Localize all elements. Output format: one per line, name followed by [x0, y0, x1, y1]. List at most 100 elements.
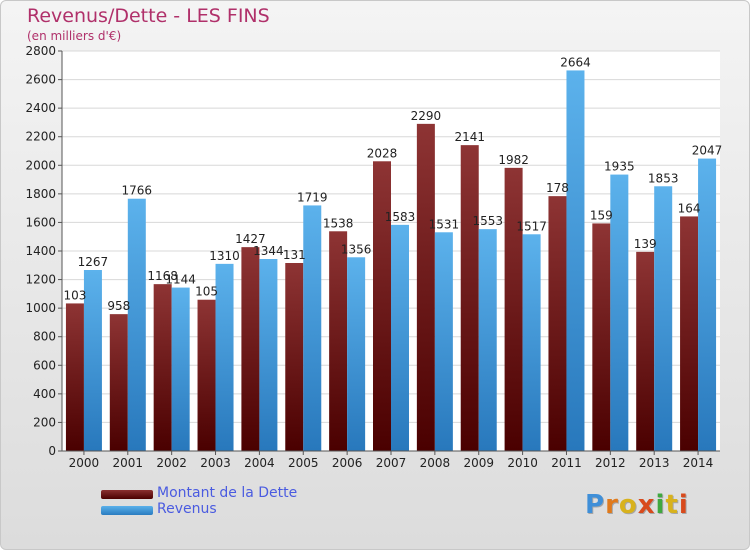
x-tick-label: 2004 — [244, 456, 275, 470]
data-label-revenus: 1553 — [472, 214, 503, 228]
bar-dette — [241, 247, 260, 451]
logo-letter: i — [678, 490, 689, 520]
y-tick-label: 600 — [33, 358, 56, 372]
y-tick-label: 2200 — [25, 130, 56, 144]
y-tick-label: 1800 — [25, 187, 56, 201]
x-tick-label: 2001 — [113, 456, 144, 470]
bar-revenus — [522, 234, 541, 451]
x-tick-label: 2012 — [595, 456, 626, 470]
data-label-dette: 1168 — [147, 269, 178, 283]
logo-letter: P — [585, 490, 606, 520]
bar-dette — [197, 299, 216, 451]
bar-dette — [329, 231, 348, 451]
y-tick-label: 1400 — [25, 244, 56, 258]
bar-revenus — [434, 232, 453, 451]
y-tick-label: 1200 — [25, 273, 56, 287]
data-label-revenus: 1356 — [341, 242, 372, 256]
bar-dette — [153, 284, 172, 451]
data-label-revenus: 1935 — [604, 160, 635, 174]
logo-letter: r — [605, 490, 619, 520]
axis-layer: 0 200 400 600 800 1000 1200 1400 1600 1800 2000 220… — [25, 44, 720, 470]
data-label-dette: 164 — [678, 201, 701, 215]
x-tick-label: 2000 — [69, 456, 100, 470]
y-tick-label: 800 — [33, 330, 56, 344]
x-tick-label: 2008 — [420, 456, 451, 470]
bar-dette — [416, 123, 435, 451]
y-tick-label: 2800 — [25, 44, 56, 58]
data-label-revenus: 1310 — [209, 249, 240, 263]
x-tick-label: 2010 — [507, 456, 538, 470]
data-label-revenus: 1853 — [648, 171, 679, 185]
data-label-revenus: 1583 — [385, 210, 416, 224]
data-label-dette: 103 — [63, 288, 86, 302]
x-tick-label: 2011 — [551, 456, 582, 470]
data-label-dette: 2141 — [454, 130, 485, 144]
bar-revenus — [391, 224, 409, 451]
y-tick-label: 2000 — [25, 158, 56, 172]
data-label-revenus: 1719 — [297, 190, 328, 204]
bar-revenus — [566, 70, 585, 451]
bar-revenus — [303, 205, 322, 451]
bar-revenus — [654, 186, 673, 452]
data-label-revenus: 1766 — [122, 184, 153, 198]
data-label-revenus: 1517 — [516, 219, 547, 233]
legend-swatch-dette — [101, 490, 153, 499]
legend-swatch-revenus — [101, 506, 153, 515]
data-label-dette: 958 — [107, 299, 130, 313]
bar-dette — [460, 145, 479, 451]
bar-revenus — [698, 158, 717, 452]
x-tick-label: 2003 — [200, 456, 231, 470]
x-tick-label: 2006 — [332, 456, 363, 470]
logo-letter: x — [637, 490, 656, 520]
data-label-dette: 178 — [546, 181, 569, 195]
y-tick-label: 1000 — [25, 301, 56, 315]
bar-revenus — [610, 174, 629, 452]
y-tick-label: 0 — [48, 444, 56, 458]
logo-letter: t — [665, 490, 679, 520]
bar-dette — [592, 223, 611, 451]
bar-dette — [65, 303, 84, 451]
x-tick-label: 2002 — [156, 456, 187, 470]
bar-dette — [373, 161, 391, 452]
bar-revenus — [127, 198, 146, 451]
data-label-dette: 131 — [283, 248, 306, 262]
data-label-revenus: 2047 — [692, 144, 723, 158]
proxiti-logo: Proxiti — [585, 490, 689, 520]
y-tick-label: 1600 — [25, 215, 56, 229]
data-label-revenus: 1531 — [429, 217, 460, 231]
data-label-dette: 139 — [634, 237, 657, 251]
data-label-dette: 159 — [590, 208, 613, 222]
x-tick-label: 2013 — [639, 456, 670, 470]
bar-revenus — [83, 270, 102, 451]
bar-revenus — [215, 263, 234, 451]
chart-title: Revenus/Dette - LES FINS — [27, 5, 270, 27]
bar-dette — [548, 196, 567, 451]
bar-revenus — [259, 259, 278, 451]
bar-dette — [680, 216, 699, 451]
bar-dette — [504, 167, 523, 451]
x-tick-label: 2009 — [463, 456, 494, 470]
data-label-revenus: 1344 — [253, 244, 284, 258]
y-tick-label: 200 — [33, 415, 56, 429]
data-label-revenus: 2664 — [560, 55, 591, 69]
data-label-revenus: 1144 — [165, 273, 196, 287]
bar-revenus — [478, 229, 497, 451]
data-label-dette: 1538 — [323, 216, 354, 230]
legend-label-revenus: Revenus — [157, 501, 217, 517]
bars-layer — [65, 70, 717, 452]
data-label-revenus: 1267 — [78, 255, 109, 269]
data-label-dette: 2290 — [411, 109, 442, 123]
bar-revenus — [347, 257, 366, 451]
x-tick-label: 2014 — [683, 456, 714, 470]
bar-revenus — [171, 287, 190, 451]
legend-label-dette: Montant de la Dette — [157, 485, 298, 501]
logo-letter: o — [618, 490, 638, 520]
logo-letter: i — [655, 490, 666, 520]
bar-dette — [109, 314, 128, 451]
data-label-dette: 105 — [195, 285, 218, 299]
bar-dette — [636, 251, 655, 451]
y-tick-label: 2400 — [25, 101, 56, 115]
